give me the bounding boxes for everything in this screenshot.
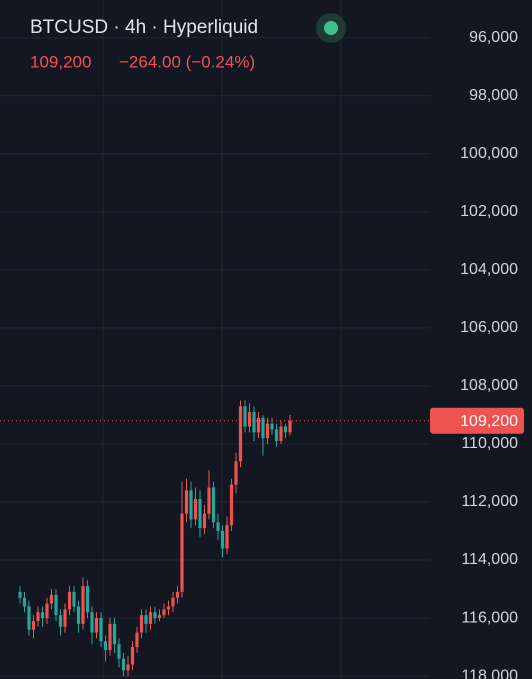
last-price-tag-label: 109,200 <box>460 413 518 430</box>
candle-body <box>234 461 238 485</box>
candle-body <box>67 591 72 610</box>
y-tick-label: 96,000 <box>469 29 518 46</box>
candle-body <box>171 597 175 607</box>
candle-body <box>72 591 76 607</box>
last-price: 109,200 <box>30 52 91 71</box>
candle-body <box>54 594 58 616</box>
candle-body <box>126 664 130 671</box>
y-tick-label: 104,000 <box>460 261 518 278</box>
candle-body <box>283 426 288 433</box>
candle-body <box>40 612 45 619</box>
candle-body <box>288 420 292 433</box>
candle-body <box>256 417 261 433</box>
candle-body <box>202 513 207 529</box>
candle-body <box>166 606 171 610</box>
candle-body <box>180 513 184 592</box>
candle-body <box>261 417 265 439</box>
candle-body <box>144 615 148 624</box>
price-change: −264.00 (−0.24%) <box>119 52 255 71</box>
candle-body <box>130 647 135 665</box>
candle-body <box>85 586 90 613</box>
candle-body <box>216 522 220 532</box>
candle-body <box>162 609 166 616</box>
y-tick-label: 102,000 <box>460 203 518 220</box>
candle-body <box>45 603 49 619</box>
candle-body <box>189 490 193 520</box>
candle-body <box>90 612 94 633</box>
candle-body <box>148 612 153 624</box>
candle-body <box>279 426 283 442</box>
y-tick-label: 108,000 <box>460 377 518 394</box>
candle-body <box>121 658 126 671</box>
y-tick-label: 116,000 <box>461 609 518 626</box>
candle-body <box>252 412 256 433</box>
candle-body <box>135 632 139 648</box>
candle-body <box>238 406 243 462</box>
candle-body <box>198 499 202 529</box>
candle-body <box>31 620 36 630</box>
candle-body <box>265 423 270 439</box>
candle-body <box>211 487 216 523</box>
candle-body <box>81 586 85 624</box>
candle-body <box>157 615 162 619</box>
last-price-tag <box>430 407 524 434</box>
candle-body <box>225 525 229 549</box>
candle-body <box>247 412 252 427</box>
candle-body <box>103 641 108 650</box>
candle-body <box>274 429 279 442</box>
candle-body <box>112 623 117 645</box>
candle-body <box>175 591 180 598</box>
candle-body <box>49 594 54 604</box>
candle-body <box>153 612 157 619</box>
chart-title: BTCUSD · 4h · Hyperliquid <box>30 17 258 38</box>
candle-body <box>207 487 211 514</box>
candle-body <box>270 423 274 430</box>
candle-body <box>229 484 234 526</box>
y-tick-label: 110,000 <box>461 435 518 452</box>
candle-body <box>220 531 225 549</box>
candle-body <box>27 606 31 630</box>
candle-body <box>94 618 99 633</box>
candle-body <box>22 597 27 607</box>
candle-body <box>99 618 103 642</box>
candle-body <box>193 499 198 520</box>
candle-body <box>139 615 144 633</box>
y-tick-label: 112,000 <box>461 493 518 510</box>
candle-body <box>184 490 189 514</box>
candle-body <box>76 606 81 624</box>
candle-body <box>243 406 247 427</box>
status-dot <box>324 21 338 35</box>
candle-body <box>63 609 67 627</box>
y-tick-label: 114,000 <box>461 551 518 568</box>
y-tick-label: 100,000 <box>460 145 518 162</box>
y-tick-label: 106,000 <box>460 319 518 336</box>
candle-body <box>58 615 63 627</box>
candle-body <box>36 612 40 621</box>
candle-body <box>117 644 121 659</box>
candle-body <box>108 623 112 650</box>
candle-body <box>18 591 22 598</box>
y-tick-label: 118,000 <box>461 667 518 679</box>
y-tick-label: 98,000 <box>469 87 518 104</box>
